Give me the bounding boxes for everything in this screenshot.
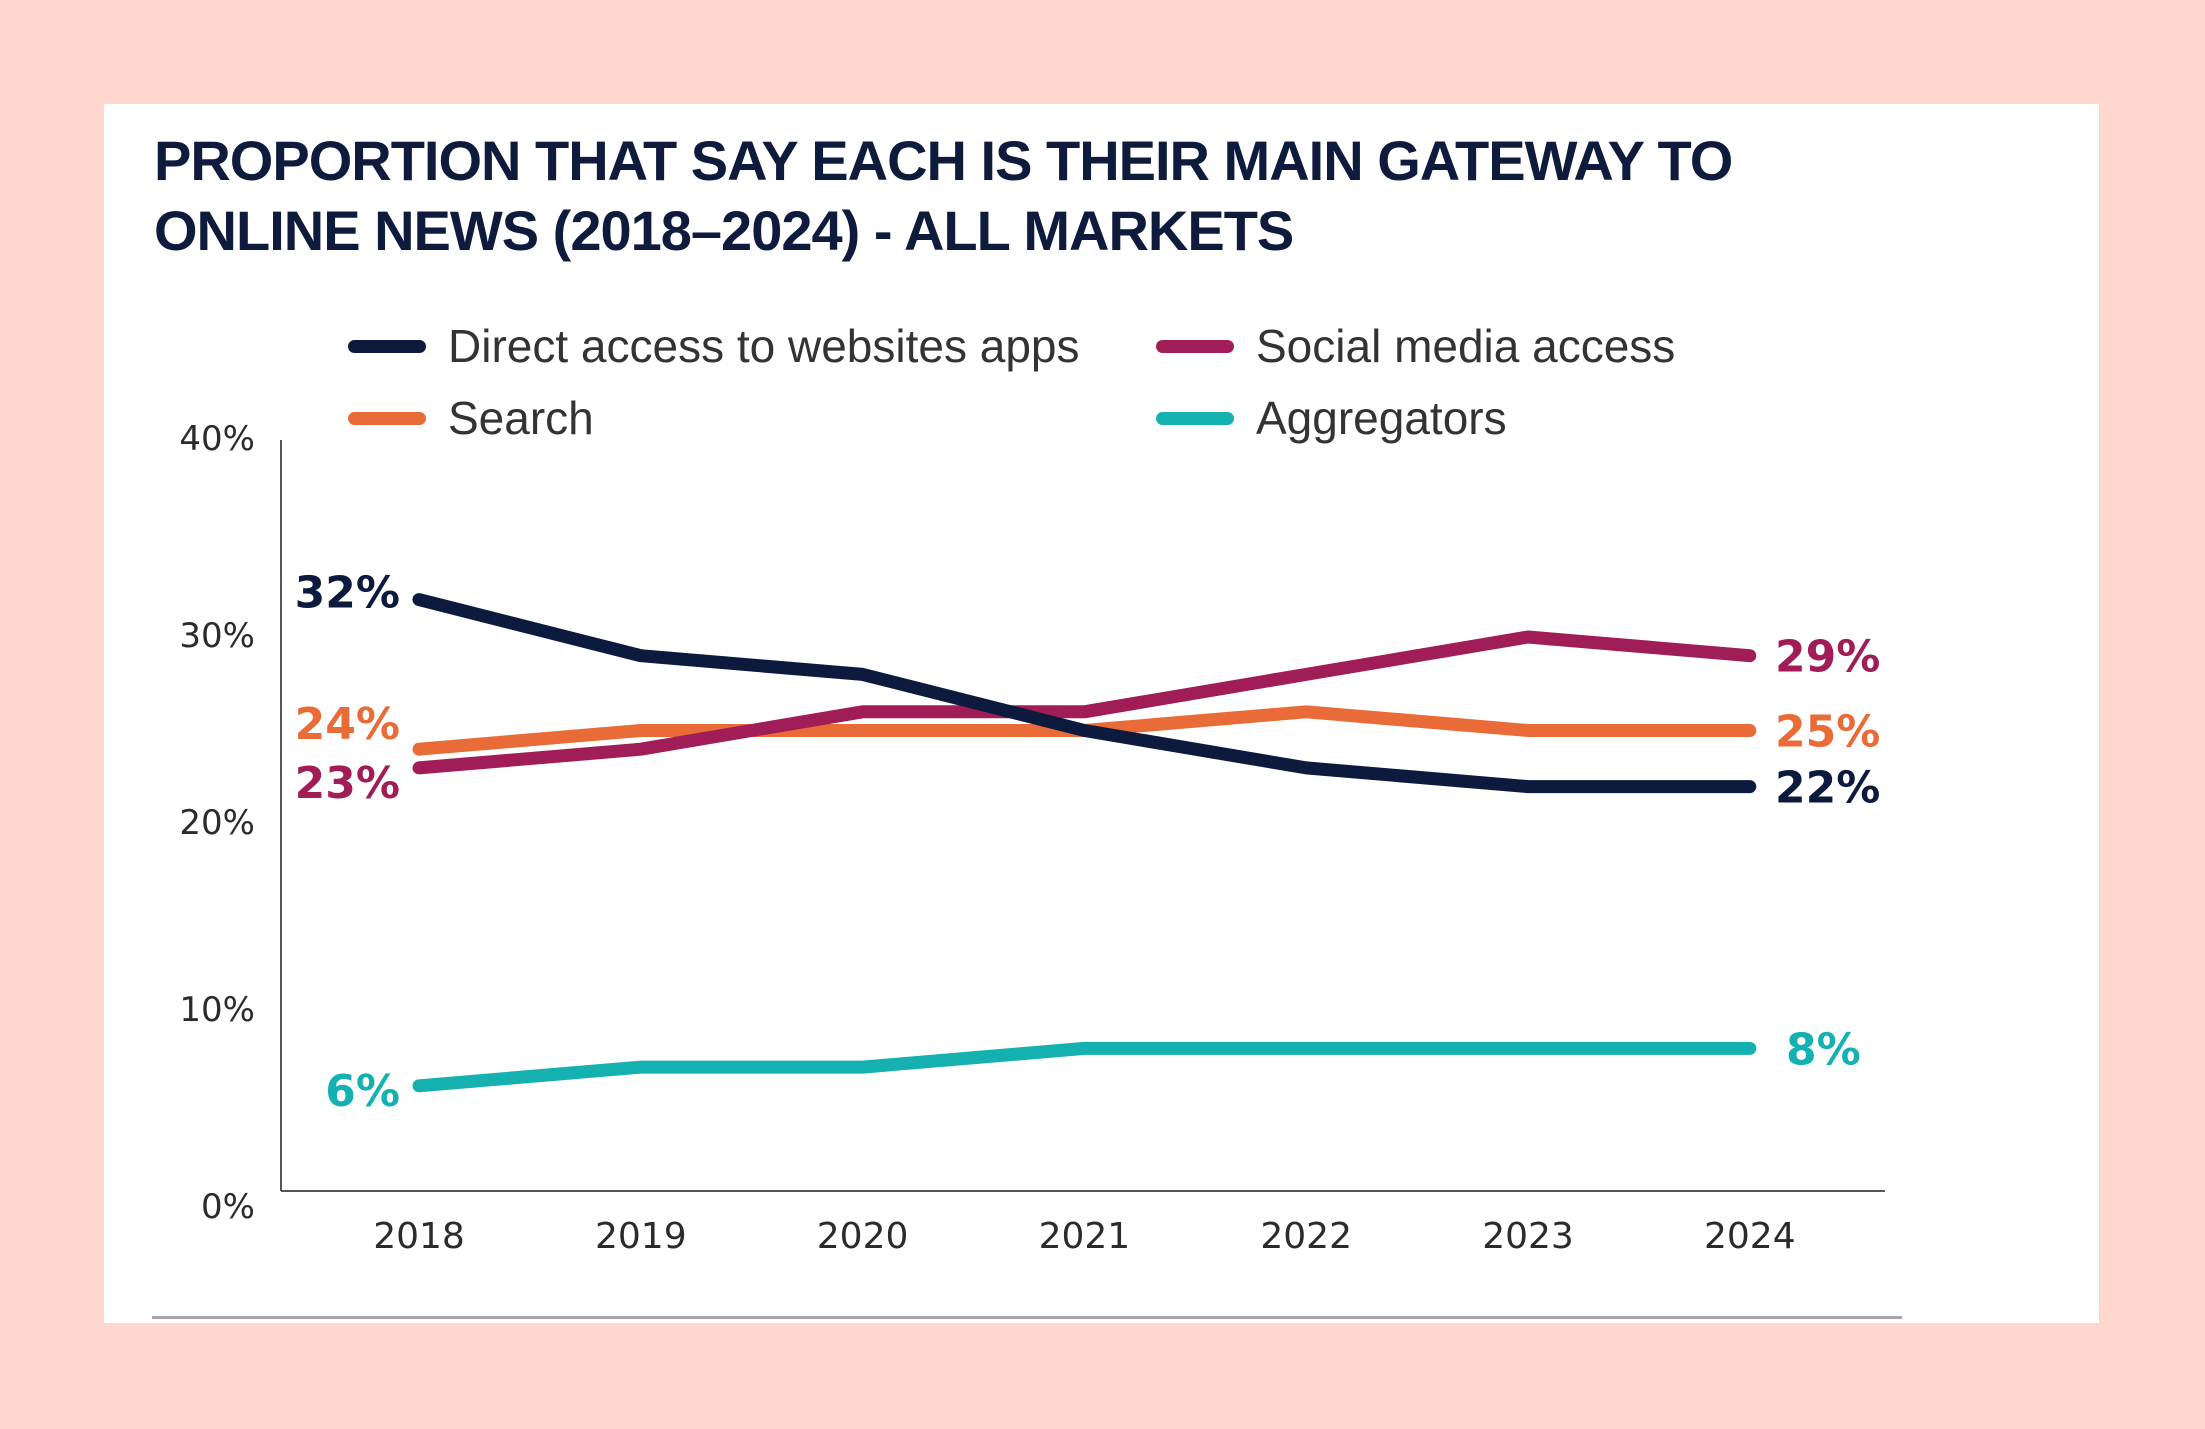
legend: Direct access to websites apps Social me… [348, 319, 1748, 479]
data-label-start-search: 24% [295, 699, 400, 750]
legend-swatch-search [348, 411, 426, 425]
x-tick-label: 2024 [1704, 1216, 1796, 1257]
data-label-start-social-media-access: 23% [295, 758, 400, 809]
chart-title: PROPORTION THAT SAY EACH IS THEIR MAIN G… [154, 126, 1954, 266]
y-tick-label: 30% [179, 616, 255, 656]
chart-title-line-2: ONLINE NEWS (2018–2024) - ALL MARKETS [154, 199, 1294, 262]
bottom-rule [152, 1316, 1902, 1319]
legend-label-aggregators: Aggregators [1256, 392, 1507, 444]
data-label-start-direct-access-to-websites-apps: 32% [295, 568, 400, 619]
x-tick-label: 2020 [817, 1216, 909, 1257]
legend-swatch-direct [348, 339, 426, 353]
data-label-start-aggregators: 6% [325, 1066, 400, 1117]
data-label-end-social-media-access: 29% [1775, 632, 1880, 683]
x-tick-label: 2021 [1039, 1216, 1131, 1257]
data-label-end-aggregators: 8% [1786, 1024, 1861, 1075]
y-tick-label: 10% [179, 990, 255, 1030]
x-tick-label: 2019 [595, 1216, 687, 1257]
series-line-direct-access-to-websites-apps [412, 593, 1757, 794]
x-tick-label: 2022 [1260, 1216, 1352, 1257]
chart-card: PROPORTION THAT SAY EACH IS THEIR MAIN G… [104, 104, 2099, 1323]
legend-label-social: Social media access [1256, 320, 1676, 372]
y-tick-label: 40% [179, 419, 255, 459]
data-label-end-search: 25% [1775, 707, 1880, 758]
legend-swatch-aggregators [1156, 411, 1234, 425]
legend-item-search: Search [348, 391, 594, 445]
y-tick-label: 0% [201, 1187, 255, 1227]
legend-item-direct: Direct access to websites apps [348, 319, 1080, 373]
series-line-aggregators [412, 1041, 1757, 1093]
x-tick-label: 2023 [1482, 1216, 1574, 1257]
x-tick-label: 2018 [373, 1216, 465, 1257]
legend-swatch-social [1156, 339, 1234, 353]
legend-label-search: Search [448, 392, 594, 444]
data-label-end-direct-access-to-websites-apps: 22% [1775, 763, 1880, 814]
y-tick-label: 20% [179, 803, 255, 843]
legend-item-social: Social media access [1156, 319, 1675, 373]
series-line-social-media-access [412, 630, 1757, 775]
legend-item-aggregators: Aggregators [1156, 391, 1507, 445]
legend-label-direct: Direct access to websites apps [448, 320, 1080, 372]
chart-title-line-1: PROPORTION THAT SAY EACH IS THEIR MAIN G… [154, 129, 1733, 192]
